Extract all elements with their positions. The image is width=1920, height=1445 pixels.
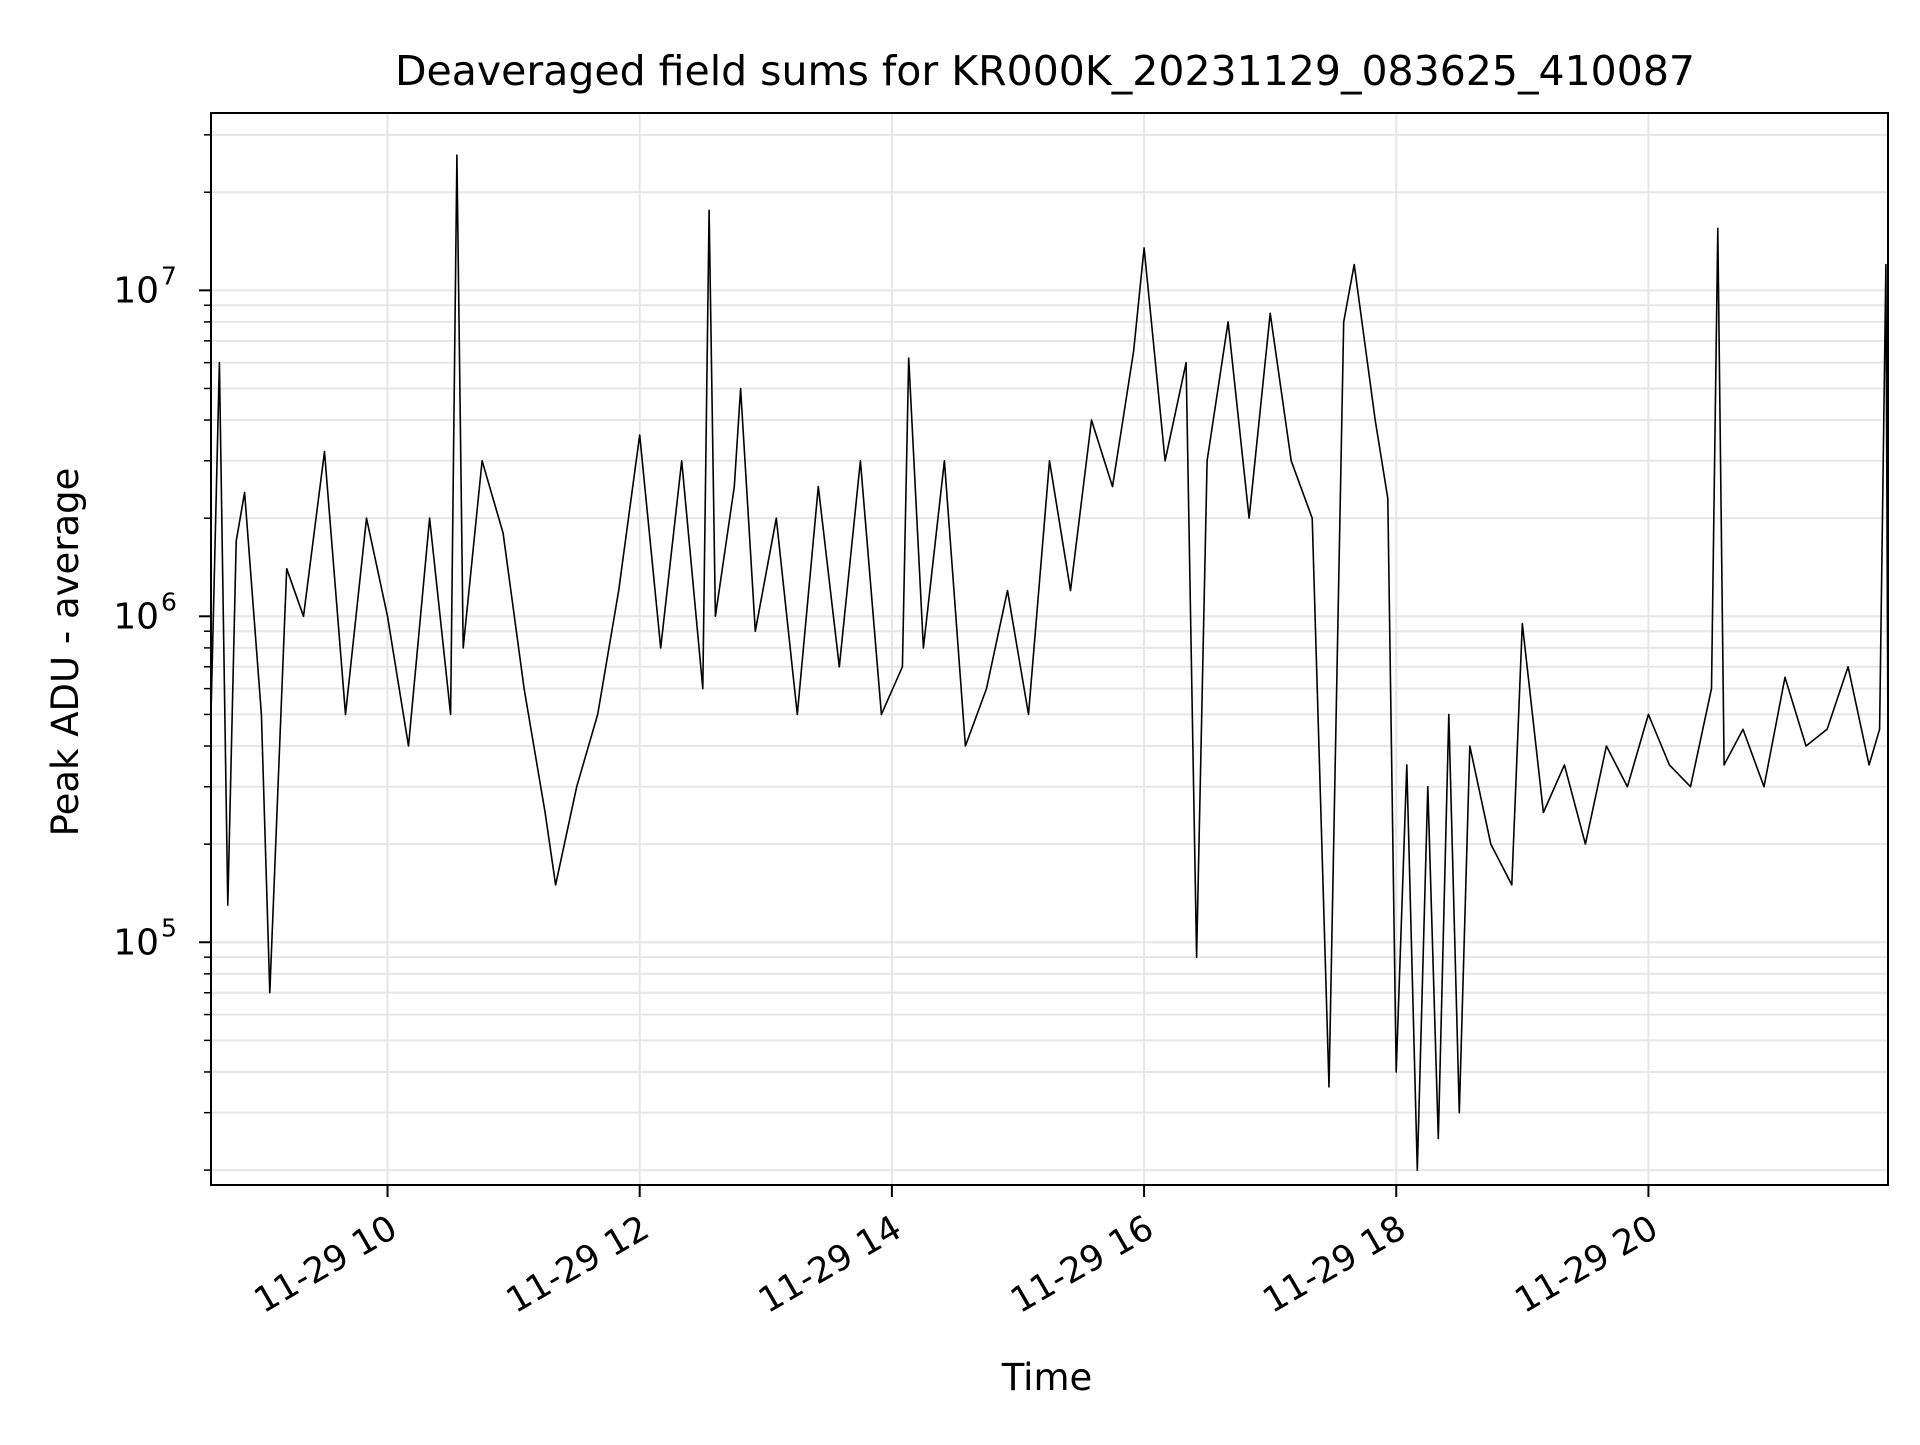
y-tick-exponent: 5 bbox=[161, 913, 177, 942]
chart-title: Deaveraged field sums for KR000K_2023112… bbox=[395, 47, 1695, 95]
y-tick-label: 10 bbox=[113, 922, 159, 963]
grid-lines bbox=[211, 113, 1888, 1185]
x-axis-label: Time bbox=[1001, 1356, 1093, 1399]
y-tick-exponent: 6 bbox=[161, 587, 177, 616]
series-line bbox=[210, 154, 1889, 1171]
y-tick-exponent: 7 bbox=[161, 261, 177, 290]
y-axis-label: Peak ADU - average bbox=[44, 468, 87, 837]
y-tick-label: 10 bbox=[113, 596, 159, 637]
plot-frame bbox=[210, 112, 1889, 1186]
plot-series bbox=[210, 154, 1889, 1171]
y-tick-label: 10 bbox=[113, 270, 159, 311]
